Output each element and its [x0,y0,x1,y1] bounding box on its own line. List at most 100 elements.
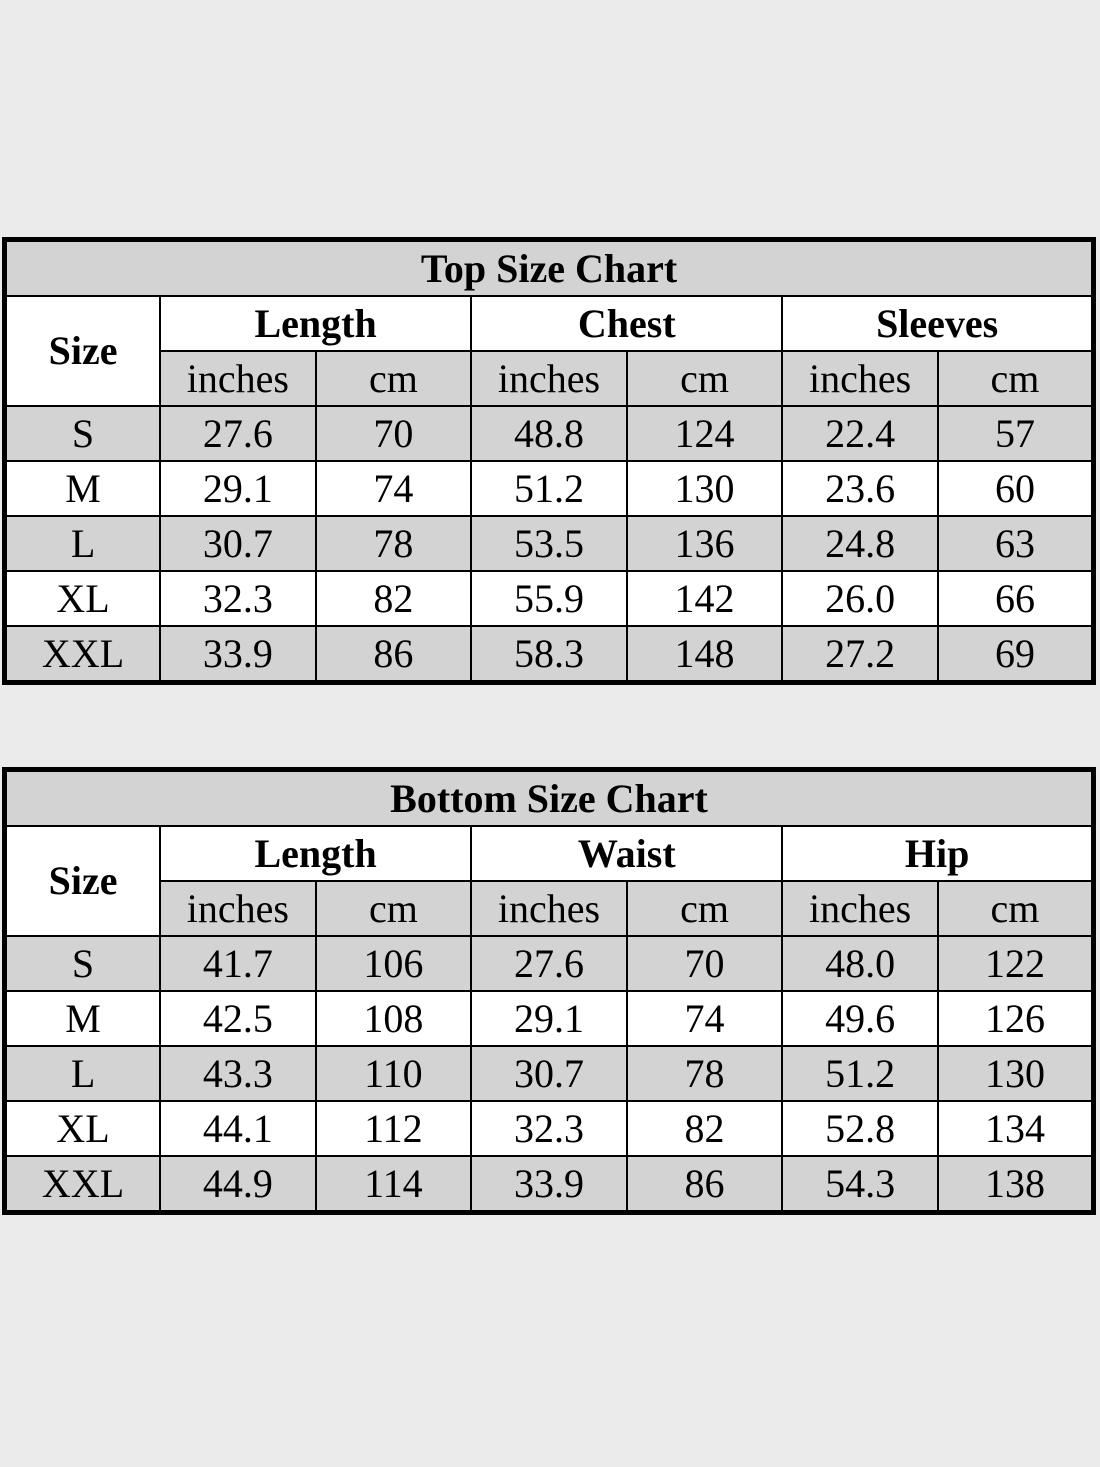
value-cell: 78 [314,515,473,572]
value-cell: 43.3 [159,1045,317,1102]
group-header-chest: Chest [470,295,784,352]
value-cell: 42.5 [159,990,317,1047]
group-header-row: Size Length Chest Sleeves [3,295,1095,407]
group-header-length: Length [159,295,473,352]
value-cell: 44.9 [159,1155,317,1214]
table-row-l: L 43.3 110 30.7 78 51.2 130 [3,1045,1095,1102]
value-cell: 106 [314,935,473,992]
size-column-header: Size [3,295,162,407]
unit-header: inches [470,880,628,937]
unit-header: cm [314,880,473,937]
value-cell: 130 [625,460,784,517]
value-cell: 138 [936,1155,1095,1214]
value-cell: 86 [314,625,473,684]
unit-header: cm [625,350,784,407]
value-cell: 53.5 [470,515,628,572]
unit-header: cm [936,350,1095,407]
value-cell: 27.6 [159,405,317,462]
value-cell: 70 [625,935,784,992]
unit-header: inches [781,880,939,937]
value-cell: 23.6 [781,460,939,517]
group-header-length: Length [159,825,473,882]
table-title: Top Size Chart [3,238,1095,297]
size-label-cell: XXL [3,625,162,684]
table-row-m: M 42.5 108 29.1 74 49.6 126 [3,990,1095,1047]
tables-wrap: Top Size Chart Size Length Chest Sleeves… [2,237,1096,1215]
value-cell: 52.8 [781,1100,939,1157]
table-row-xxl: XXL 33.9 86 58.3 148 27.2 69 [3,625,1095,684]
unit-header: inches [781,350,939,407]
value-cell: 82 [625,1100,784,1157]
value-cell: 148 [625,625,784,684]
size-label-cell: S [3,405,162,462]
size-label-cell: XXL [3,1155,162,1214]
unit-header-row: inches cm inches cm inches cm [5,350,1095,407]
value-cell: 32.3 [159,570,317,627]
value-cell: 108 [314,990,473,1047]
size-label-cell: M [3,990,162,1047]
unit-header: cm [936,880,1095,937]
value-cell: 63 [936,515,1095,572]
value-cell: 126 [936,990,1095,1047]
top-size-chart-table: Top Size Chart Size Length Chest Sleeves… [2,237,1096,685]
value-cell: 66 [936,570,1095,627]
size-label-cell: L [3,515,162,572]
table-row-s: S 41.7 106 27.6 70 48.0 122 [3,935,1095,992]
unit-header: cm [314,350,473,407]
value-cell: 30.7 [159,515,317,572]
value-cell: 49.6 [781,990,939,1047]
value-cell: 51.2 [470,460,628,517]
value-cell: 27.6 [470,935,628,992]
unit-header: inches [159,880,317,937]
value-cell: 74 [314,460,473,517]
title-row: Bottom Size Chart [3,768,1095,827]
value-cell: 57 [936,405,1095,462]
value-cell: 122 [936,935,1095,992]
value-cell: 51.2 [781,1045,939,1102]
value-cell: 69 [936,625,1095,684]
value-cell: 136 [625,515,784,572]
value-cell: 60 [936,460,1095,517]
size-label-cell: XL [3,570,162,627]
title-row: Top Size Chart [3,238,1095,297]
size-column-header: Size [3,825,162,937]
value-cell: 70 [314,405,473,462]
table-row-xl: XL 32.3 82 55.9 142 26.0 66 [3,570,1095,627]
table-row-m: M 29.1 74 51.2 130 23.6 60 [3,460,1095,517]
table-row-l: L 30.7 78 53.5 136 24.8 63 [3,515,1095,572]
value-cell: 29.1 [470,990,628,1047]
value-cell: 134 [936,1100,1095,1157]
unit-header: cm [625,880,784,937]
group-header-waist: Waist [470,825,784,882]
value-cell: 86 [625,1155,784,1214]
table-row-s: S 27.6 70 48.8 124 22.4 57 [3,405,1095,462]
value-cell: 29.1 [159,460,317,517]
value-cell: 33.9 [159,625,317,684]
size-label-cell: M [3,460,162,517]
value-cell: 27.2 [781,625,939,684]
value-cell: 78 [625,1045,784,1102]
value-cell: 110 [314,1045,473,1102]
value-cell: 54.3 [781,1155,939,1214]
value-cell: 33.9 [470,1155,628,1214]
value-cell: 130 [936,1045,1095,1102]
unit-header: inches [159,350,317,407]
table-row-xl: XL 44.1 112 32.3 82 52.8 134 [3,1100,1095,1157]
table-title: Bottom Size Chart [3,768,1095,827]
unit-header: inches [470,350,628,407]
value-cell: 124 [625,405,784,462]
value-cell: 41.7 [159,935,317,992]
value-cell: 114 [314,1155,473,1214]
group-header-sleeves: Sleeves [781,295,1095,352]
value-cell: 48.0 [781,935,939,992]
value-cell: 24.8 [781,515,939,572]
size-label-cell: S [3,935,162,992]
value-cell: 74 [625,990,784,1047]
bottom-size-chart-table: Bottom Size Chart Size Length Waist Hip … [2,767,1096,1215]
size-label-cell: XL [3,1100,162,1157]
unit-header-row: inches cm inches cm inches cm [5,880,1095,937]
value-cell: 112 [314,1100,473,1157]
value-cell: 44.1 [159,1100,317,1157]
value-cell: 58.3 [470,625,628,684]
